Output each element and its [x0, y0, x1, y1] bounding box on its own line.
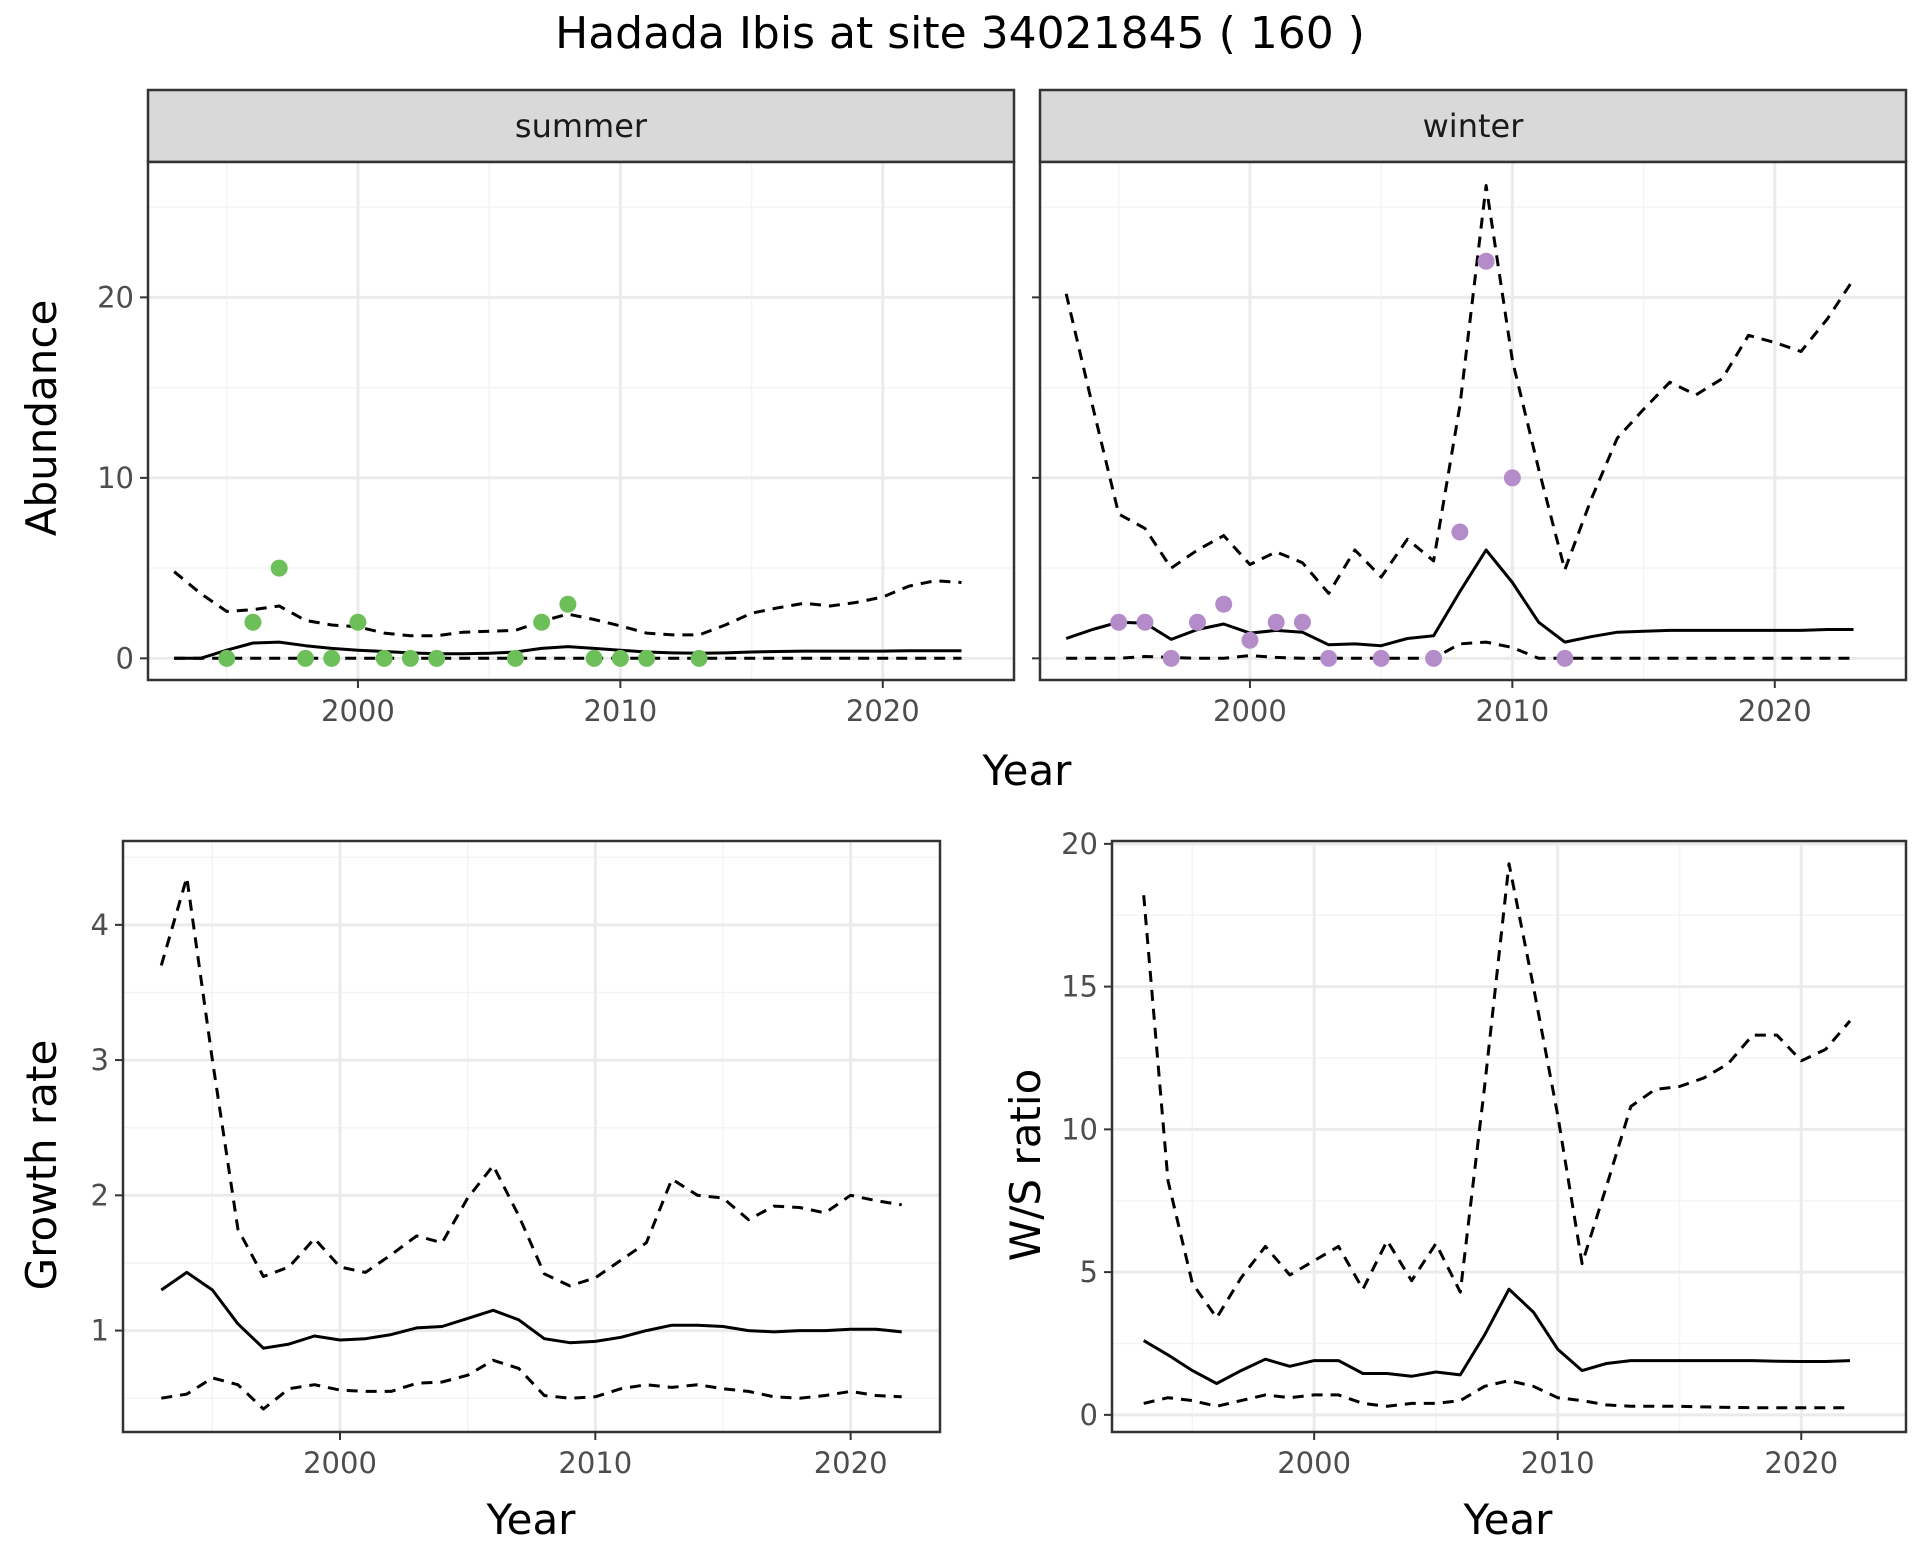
summer-data-point	[401, 649, 419, 667]
abundance-y-axis-title: Abundance	[17, 300, 66, 537]
summer-data-point	[375, 649, 393, 667]
winter-data-point	[1110, 613, 1128, 631]
growth-trend-line	[160, 1270, 902, 1350]
growth-y-tick-label: 3	[91, 1043, 109, 1077]
summer-data-point	[323, 649, 341, 667]
summer-data-point	[533, 613, 551, 631]
ws-ci-line	[1143, 1379, 1850, 1410]
winter-data-point	[1477, 252, 1495, 270]
winter-data-point	[1267, 613, 1285, 631]
growth-ci-line	[161, 1358, 902, 1411]
ws-y-tick-label: 10	[1061, 1112, 1098, 1146]
summer-y-tick-label: 0	[116, 641, 134, 675]
summer-data-point	[270, 559, 288, 577]
abundance-x-axis-title: Year	[982, 746, 1073, 795]
summer-trend-line	[174, 640, 962, 660]
ws-panel-border	[1110, 839, 1908, 1434]
summer-data-point	[349, 613, 367, 631]
growth-y-tick-label: 4	[91, 908, 109, 942]
growth-x-tick-label: 2000	[303, 1446, 377, 1480]
summer-facet-strip	[146, 88, 1016, 164]
summer-data-point	[296, 649, 314, 667]
winter-panel-border	[1038, 160, 1908, 682]
ws-trend-line	[1142, 1287, 1851, 1385]
summer-y-tick-label: 10	[97, 461, 134, 495]
ws-y-axis-title: W/S ratio	[1001, 1069, 1050, 1262]
summer-data-point	[559, 595, 577, 613]
ws-y-tick-label: 15	[1061, 970, 1098, 1004]
growth-x-axis-title: Year	[486, 1495, 577, 1544]
summer-data-point	[218, 649, 236, 667]
summer-data-point	[244, 613, 262, 631]
winter-data-point	[1503, 469, 1521, 487]
winter-data-point	[1241, 631, 1259, 649]
winter-data-point	[1451, 523, 1469, 541]
abundance-winter-panel: winter 2000 2010 2020	[1032, 88, 1908, 728]
ws-x-tick-label: 2000	[1277, 1446, 1351, 1480]
winter-data-point	[1215, 595, 1233, 613]
ws-x-axis-title: Year	[1463, 1495, 1554, 1544]
winter-data-point	[1425, 649, 1443, 667]
ws-y-tick-label: 20	[1061, 827, 1098, 861]
growth-plot-area	[123, 841, 940, 1432]
ws-x-tick-label: 2010	[1521, 1446, 1595, 1480]
growth-ci-line	[159, 876, 902, 1288]
winter-data-point	[1162, 649, 1180, 667]
growth-y-tick-label: 1	[91, 1314, 109, 1348]
winter-x-tick-label: 2000	[1213, 694, 1287, 728]
winter-data-point	[1188, 613, 1206, 631]
growth-x-tick-label: 2020	[814, 1446, 888, 1480]
winter-data-point	[1320, 649, 1338, 667]
summer-data-point	[585, 649, 603, 667]
winter-plot-area	[1040, 162, 1906, 680]
summer-y-tick-label: 20	[97, 280, 134, 314]
summer-x-tick-label: 2020	[846, 694, 920, 728]
summer-data-point	[611, 649, 629, 667]
summer-data-point	[690, 649, 708, 667]
winter-data-point	[1372, 649, 1390, 667]
growth-y-axis-title: Growth rate	[17, 1040, 66, 1291]
winter-data-point	[1293, 613, 1311, 631]
summer-x-tick-label: 2010	[583, 694, 657, 728]
winter-x-tick-label: 2020	[1738, 694, 1812, 728]
growth-rate-panel: 2000 2010 2020 1 2 3 4	[91, 839, 942, 1480]
summer-panel-border	[146, 160, 1016, 682]
growth-y-tick-label: 2	[91, 1178, 109, 1212]
winter-data-point	[1556, 649, 1574, 667]
ws-x-tick-label: 2020	[1764, 1446, 1838, 1480]
growth-x-tick-label: 2010	[558, 1446, 632, 1480]
ws-plot-area	[1112, 841, 1906, 1432]
ws-y-tick-label: 5	[1080, 1255, 1098, 1289]
ws-ci-line	[1142, 862, 1852, 1320]
abundance-summer-panel: summer 2000 2010 2020 0 10 20	[97, 88, 1016, 728]
ws-ratio-panel: 2000 2010 2020 0 5 10 15 20	[1061, 827, 1908, 1480]
summer-facet-label: summer	[515, 107, 648, 145]
summer-data-point	[506, 649, 524, 667]
growth-panel-border	[121, 839, 942, 1434]
summer-data-point	[638, 649, 656, 667]
winter-facet-label: winter	[1423, 107, 1525, 145]
summer-ci-line	[173, 570, 962, 638]
winter-x-tick-label: 2010	[1475, 694, 1549, 728]
winter-data-point	[1136, 613, 1154, 631]
figure-title: Hadada Ibis at site 34021845 ( 160 )	[555, 8, 1365, 59]
summer-plot-area	[148, 162, 1014, 680]
summer-x-tick-label: 2000	[321, 694, 395, 728]
summer-data-point	[428, 649, 446, 667]
ws-y-tick-label: 0	[1080, 1398, 1098, 1432]
